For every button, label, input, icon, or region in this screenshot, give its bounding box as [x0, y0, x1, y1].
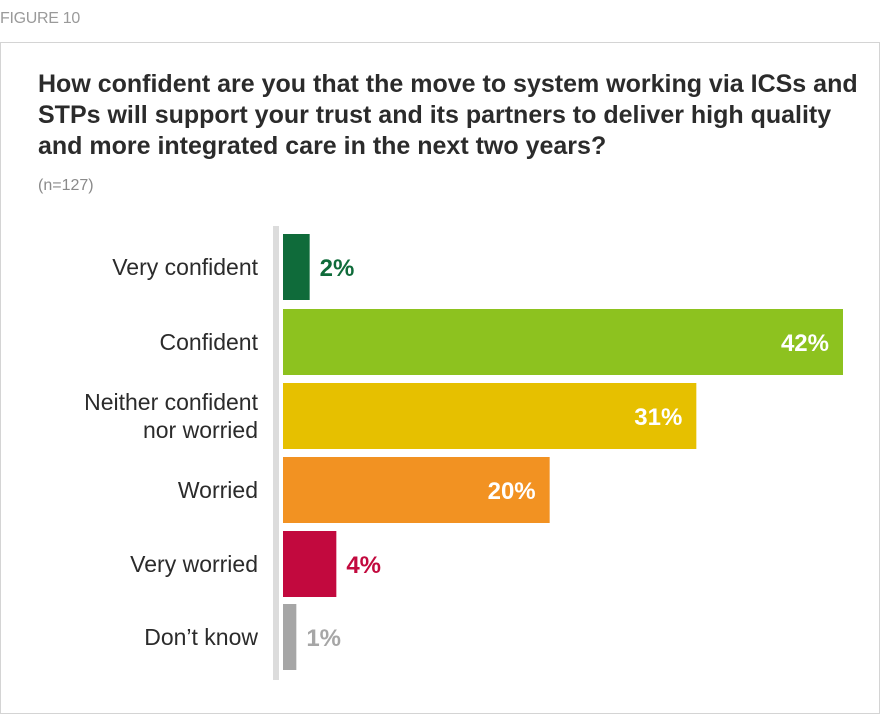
value-label: 2% — [320, 255, 355, 282]
category-label: Very confident — [112, 254, 258, 280]
bar — [283, 234, 310, 300]
chart-title: How confident are you that the move to s… — [38, 70, 858, 160]
value-label: 20% — [488, 478, 536, 505]
value-label: 1% — [306, 625, 341, 652]
value-label: 4% — [346, 552, 381, 579]
category-label: Confident — [160, 329, 259, 355]
value-label: 42% — [781, 330, 829, 357]
category-label: Neither confident nor worried — [84, 389, 258, 443]
figure-label: FIGURE 10 — [0, 10, 80, 27]
category-axis — [273, 226, 279, 680]
value-label: 31% — [634, 404, 682, 431]
category-label: Don’t know — [144, 624, 258, 650]
bar — [283, 309, 843, 375]
bar — [283, 531, 337, 597]
sample-size: (n=127) — [38, 177, 94, 194]
chart-panel — [0, 42, 880, 714]
bar — [283, 383, 697, 449]
category-label: Very worried — [130, 551, 258, 577]
bar — [283, 604, 297, 670]
category-label: Worried — [178, 477, 258, 503]
bar — [283, 457, 550, 523]
